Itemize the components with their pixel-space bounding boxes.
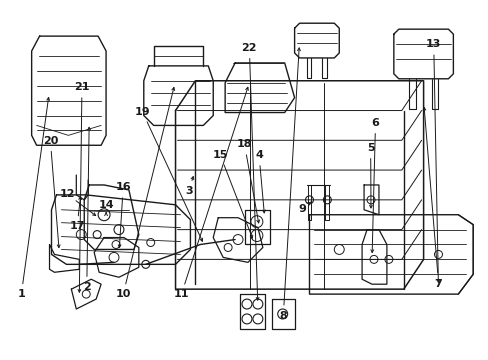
Text: 19: 19: [135, 107, 150, 117]
Text: 22: 22: [241, 43, 257, 53]
Text: 1: 1: [18, 289, 25, 299]
Text: 6: 6: [371, 118, 379, 128]
Text: 15: 15: [212, 150, 227, 160]
Text: 20: 20: [42, 136, 58, 146]
Text: 10: 10: [115, 289, 131, 299]
Text: 21: 21: [74, 82, 89, 92]
Text: 4: 4: [255, 150, 263, 160]
Text: 2: 2: [83, 282, 90, 292]
Text: 11: 11: [173, 289, 189, 299]
Text: 5: 5: [366, 143, 374, 153]
Text: 18: 18: [236, 139, 252, 149]
Text: 3: 3: [184, 186, 192, 196]
Text: 7: 7: [434, 279, 442, 289]
Text: 14: 14: [98, 200, 114, 210]
Text: 12: 12: [60, 189, 75, 199]
Text: 16: 16: [115, 182, 131, 192]
Text: 9: 9: [298, 203, 306, 213]
Text: 8: 8: [279, 311, 286, 321]
Text: 17: 17: [69, 221, 85, 231]
Text: 13: 13: [425, 39, 441, 49]
